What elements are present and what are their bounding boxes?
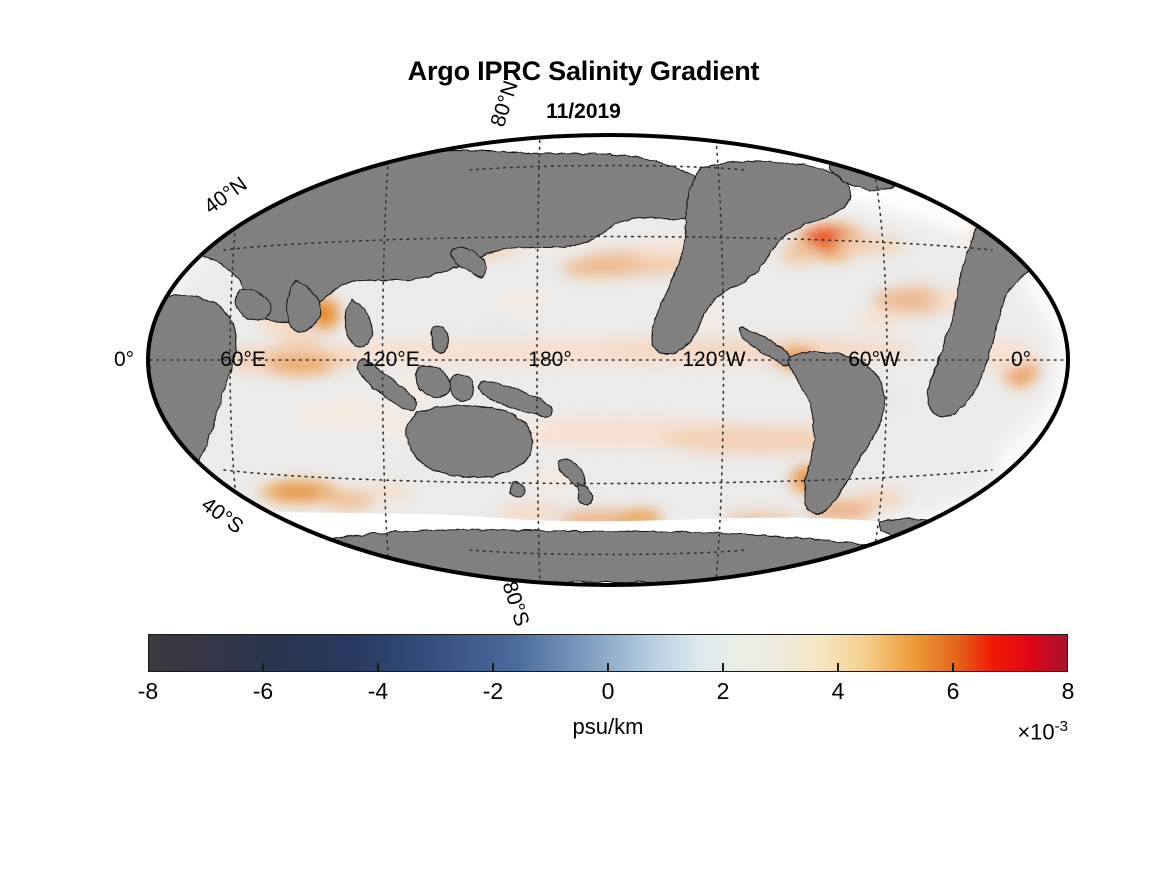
colorbar-multiplier: ×10-3 xyxy=(1017,718,1068,745)
lon-label-120e: 120°E xyxy=(362,348,420,371)
multiplier-base: ×10 xyxy=(1017,719,1055,745)
lon-label-60w: 60°W xyxy=(848,348,900,371)
lon-label-180: 180° xyxy=(528,348,572,371)
graticule xyxy=(149,135,1067,585)
colorbar-ticks xyxy=(148,634,1068,672)
colorbar-tick xyxy=(722,663,724,672)
land-borneo xyxy=(415,365,451,398)
land-europe-east-limb xyxy=(957,175,1067,217)
parallel-40N xyxy=(223,235,993,251)
colorbar-tick-label: -6 xyxy=(252,678,274,704)
colorbar-tick-label: -4 xyxy=(367,678,389,704)
lon-label-60e: 60°E xyxy=(220,348,266,371)
land-sumatra xyxy=(356,358,418,411)
land-arabia xyxy=(235,289,272,321)
colorbar-tick-label: 8 xyxy=(1061,678,1075,704)
colorbar-tick-label: 6 xyxy=(946,678,960,704)
colorbar-tick-label: 0 xyxy=(601,678,615,704)
colorbar-tick xyxy=(837,663,839,672)
colorbar-unit-label: psu/km xyxy=(572,714,644,739)
lon-label-0: 0° xyxy=(1010,348,1032,371)
colorbar-tick xyxy=(377,663,379,672)
land-newguinea xyxy=(477,381,553,417)
colorbar-tick-label: 2 xyxy=(716,678,730,704)
land-newzealand-south xyxy=(577,485,593,506)
figure-subtitle: 11/2019 xyxy=(546,100,621,123)
land-indochina xyxy=(344,299,373,348)
colorbar-tick xyxy=(492,663,494,672)
colorbar-tick-label: -2 xyxy=(482,678,504,704)
map-outline xyxy=(146,133,1070,587)
meridian-180 xyxy=(536,135,541,585)
land-central-america xyxy=(738,327,793,366)
colorbar-tick xyxy=(607,663,609,672)
lon-label-120w: 120°W xyxy=(682,348,746,371)
multiplier-exponent: -3 xyxy=(1054,718,1068,735)
land-south-america xyxy=(787,351,886,514)
land-philippines xyxy=(430,325,449,354)
land-sulawesi xyxy=(449,373,475,402)
colorbar-tick-label: 4 xyxy=(831,678,845,704)
land-india xyxy=(285,279,322,333)
colorbar-tick xyxy=(262,663,264,672)
colorbar-tick xyxy=(952,663,954,672)
parallel-40S xyxy=(223,469,993,485)
colorbar-tick-label: -8 xyxy=(137,678,159,704)
lat-label-0: 0° xyxy=(113,348,135,371)
page-title: Argo IPRC Salinity Gradient xyxy=(407,56,760,86)
colorbar[interactable]: psu/km ×10-3 -8 -6 -4 -2 0 2 4 6 8 xyxy=(138,634,1074,754)
land-australia xyxy=(406,405,533,479)
land-japan xyxy=(450,247,487,278)
land-tasmania xyxy=(509,481,525,498)
